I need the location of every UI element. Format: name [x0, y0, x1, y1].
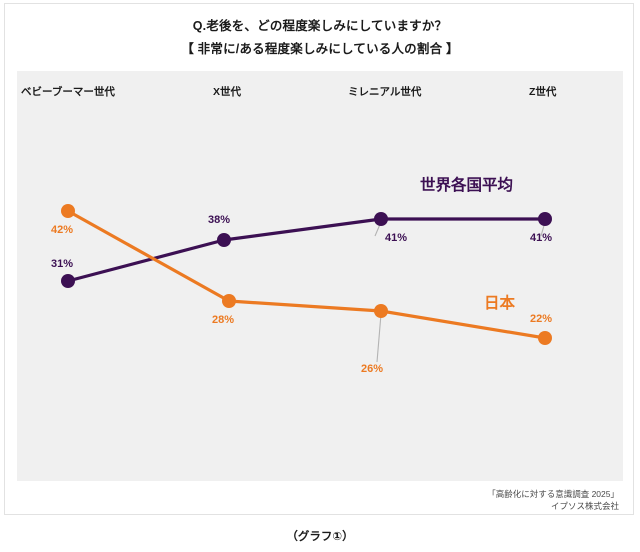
value-label-world-gen-x: 38% [208, 214, 231, 226]
plot-panel [17, 71, 623, 481]
value-label-world-millennial: 41% [385, 232, 408, 244]
value-label-japan-baby-boomer: 42% [51, 224, 74, 236]
source-line-2: イプソス株式会社 [550, 501, 619, 511]
value-label-japan-millennial: 26% [361, 363, 384, 375]
value-label-world-baby-boomer: 31% [51, 258, 74, 270]
figure-caption: （グラフ①） [286, 531, 354, 543]
page-subtitle: 【 非常に/ある程度楽しみにしている人の割合 】 [181, 42, 459, 56]
page-title: Q.老後を、どの程度楽しみにしていますか？ [192, 19, 448, 33]
value-label-japan-gen-z: 22% [530, 313, 553, 325]
category-label-gen-z: Z世代 [529, 86, 557, 98]
source-note: 「高齢化に対する意識調査 2025」 イプソス株式会社 [487, 488, 619, 512]
chart-title-block: Q.老後を、どの程度楽しみにしていますか？ 【 非常に/ある程度楽しみにしている… [5, 16, 635, 59]
value-label-japan-gen-x: 28% [212, 314, 235, 326]
category-label-baby-boomer: ベビーブーマー世代 [21, 86, 115, 98]
chart-card: Q.老後を、どの程度楽しみにしていますか？ 【 非常に/ある程度楽しみにしている… [4, 3, 634, 515]
series-label-japan: 日本 [484, 295, 516, 312]
category-label-millennial: ミレニアル世代 [348, 86, 422, 98]
value-label-world-gen-z: 41% [530, 232, 553, 244]
series-label-world-average: 世界各国平均 [420, 177, 514, 194]
source-line-1: 「高齢化に対する意識調査 2025」 [487, 489, 619, 499]
category-label-gen-x: X世代 [213, 86, 242, 98]
